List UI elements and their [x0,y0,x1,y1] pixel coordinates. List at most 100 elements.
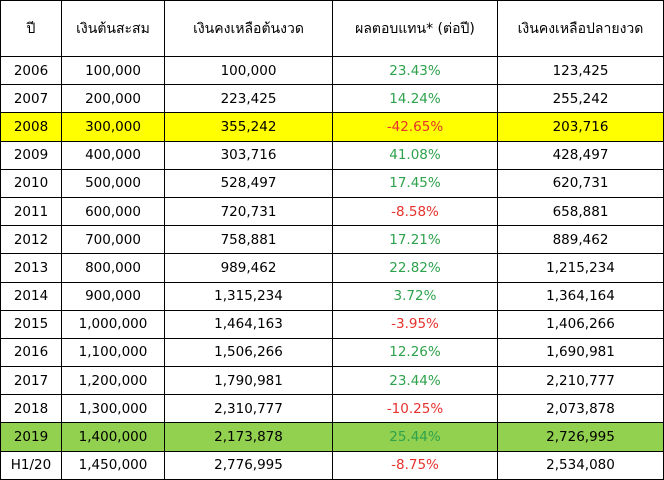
table-cell: 1,000,000 [61,309,165,339]
table-cell: 1,364,164 [497,281,664,311]
table-cell: 620,731 [497,168,664,198]
table-cell: 2010 [0,168,62,198]
header-cell: ปี [0,0,62,57]
table-row: 2008 300,000 355,242 -42.65% 203,716 [0,112,664,142]
table-cell: 1,215,234 [497,253,664,283]
table-cell: 22.82% [332,253,498,283]
table-cell: 2,173,878 [164,422,333,452]
table-cell: 2,210,777 [497,366,664,396]
header-cell: เงินต้นสะสม [61,0,165,57]
table-row: 2019 1,400,000 2,173,878 25.44% 2,726,995 [0,422,664,452]
table-row: 2011 600,000 720,731 -8.58% 658,881 [0,196,664,227]
table-cell: 2012 [0,225,62,255]
header-text: เงินคงเหลือต้นงวด [193,20,304,37]
table-row: 2014 900,000 1,315,234 3.72% 1,364,164 [0,281,664,311]
table-cell: 900,000 [61,281,165,311]
table-cell: 1,315,234 [164,281,333,311]
table-cell: -8.58% [332,196,498,227]
header-cell: เงินคงเหลือต้นงวด [164,0,333,57]
table-cell: -42.65% [332,112,498,142]
table-cell: 1,506,266 [164,337,333,368]
table-cell: 1,100,000 [61,337,165,368]
table-cell: 303,716 [164,140,333,170]
table-cell: 700,000 [61,225,165,255]
table-cell: 400,000 [61,140,165,170]
table-cell: 17.45% [332,168,498,198]
table-cell: 255,242 [497,84,664,114]
table-cell: 203,716 [497,112,664,142]
table-cell: 2011 [0,196,62,227]
header-row: ปี เงินต้นสะสม เงินคงเหลือต้นงวด ผลตอบแทน* … [0,0,664,57]
table-cell: 2016 [0,337,62,368]
header-cell: ผลตอบแทน* (ต่อปี) [332,0,498,57]
table-cell: 1,450,000 [61,450,165,480]
table-cell: H1/20 [0,450,62,480]
table-row: 2007 200,000 223,425 14.24% 255,242 [0,84,664,114]
table-row: 2009 400,000 303,716 41.08% 428,497 [0,140,664,170]
table-cell: 23.44% [332,366,498,396]
table-cell: 2019 [0,422,62,452]
table-cell: 1,690,981 [497,337,664,368]
table-cell: 200,000 [61,84,165,114]
table-cell: 2014 [0,281,62,311]
table-cell: 2015 [0,309,62,339]
table-row: 2010 500,000 528,497 17.45% 620,731 [0,168,664,198]
table-cell: 2009 [0,140,62,170]
table-cell: -10.25% [332,394,498,424]
table-row: 2018 1,300,000 2,310,777 -10.25% 2,073,878 [0,394,664,424]
table-cell: 2,310,777 [164,394,333,424]
table-cell: 2018 [0,394,62,424]
table-cell: 889,462 [497,225,664,255]
table-row: H1/20 1,450,000 2,776,995 -8.75% 2,534,080 [0,450,664,480]
table-cell: 355,242 [164,112,333,142]
table-cell: 2013 [0,253,62,283]
table-cell: 23.43% [332,55,498,86]
table-cell: 223,425 [164,84,333,114]
header-text: เงินต้นสะสม [76,20,150,37]
table-cell: -3.95% [332,309,498,339]
table-cell: 100,000 [61,55,165,86]
table-cell: 2,534,080 [497,450,664,480]
table-cell: 3.72% [332,281,498,311]
table-row: 2013 800,000 989,462 22.82% 1,215,234 [0,253,664,283]
table-cell: 2,726,995 [497,422,664,452]
table-cell: 758,881 [164,225,333,255]
table-cell: 1,200,000 [61,366,165,396]
table-body: 2006 100,000 100,000 23.43% 123,425 2007 200,0… [0,55,664,480]
table-cell: 1,400,000 [61,422,165,452]
table-cell: 300,000 [61,112,165,142]
table-cell: 123,425 [497,55,664,86]
header-cell: เงินคงเหลือปลายงวด [497,0,664,57]
table-cell: 2006 [0,55,62,86]
table-cell: 100,000 [164,55,333,86]
table-cell: 1,464,163 [164,309,333,339]
table-cell: 2,073,878 [497,394,664,424]
table-row: 2012 700,000 758,881 17.21% 889,462 [0,225,664,255]
table-cell: 1,300,000 [61,394,165,424]
table-cell: 600,000 [61,196,165,227]
table-row: 2015 1,000,000 1,464,163 -3.95% 1,406,266 [0,309,664,339]
table-cell: 428,497 [497,140,664,170]
table-cell: 12.26% [332,337,498,368]
table-cell: 800,000 [61,253,165,283]
table-cell: 2008 [0,112,62,142]
header-text: ปี [26,20,36,37]
table-cell: 25.44% [332,422,498,452]
table-cell: 1,406,266 [497,309,664,339]
table-cell: 2017 [0,366,62,396]
table-cell: 720,731 [164,196,333,227]
table-cell: 41.08% [332,140,498,170]
table-cell: 14.24% [332,84,498,114]
table-row: 2017 1,200,000 1,790,981 23.44% 2,210,777 [0,366,664,396]
table-row: 2016 1,100,000 1,506,266 12.26% 1,690,981 [0,337,664,368]
table-cell: -8.75% [332,450,498,480]
table-cell: 2007 [0,84,62,114]
header-text: เงินคงเหลือปลายงวด [517,20,644,37]
table-cell: 1,790,981 [164,366,333,396]
table-cell: 500,000 [61,168,165,198]
table-row: 2006 100,000 100,000 23.43% 123,425 [0,55,664,86]
table-cell: 17.21% [332,225,498,255]
table-cell: 528,497 [164,168,333,198]
